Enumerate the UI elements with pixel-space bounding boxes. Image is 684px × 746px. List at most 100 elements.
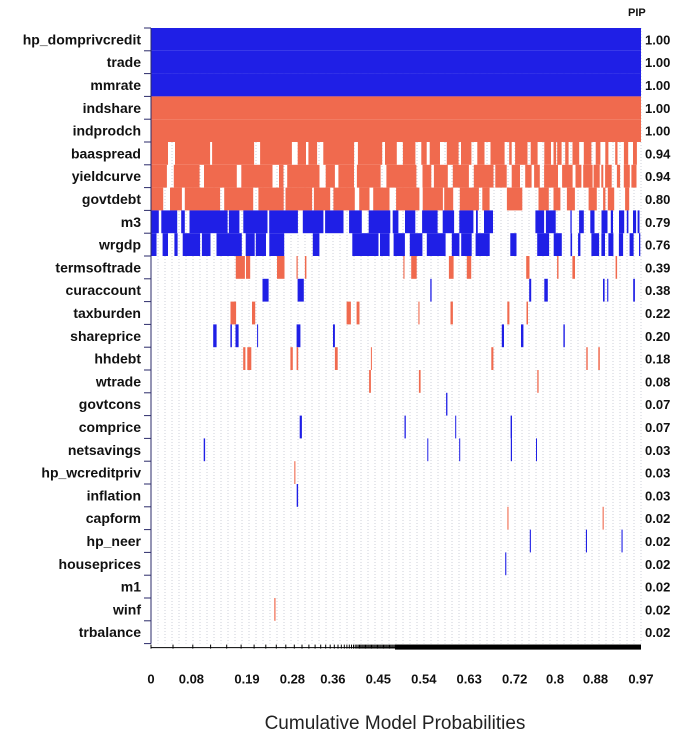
inclusion-segment (475, 233, 490, 256)
variable-label-indshare: indshare (83, 100, 142, 116)
inclusion-segment (515, 142, 528, 165)
inclusion-segment (418, 301, 420, 325)
inclusion-segment (349, 210, 362, 234)
inclusion-segment (629, 233, 634, 256)
inclusion-segment (610, 210, 613, 234)
inclusion-segment (607, 187, 615, 211)
inclusion-row-m3 (151, 210, 640, 234)
inclusion-segment (333, 324, 335, 348)
inclusion-row-curaccount (262, 278, 635, 302)
inclusion-segment (213, 324, 217, 348)
inclusion-bands (151, 28, 641, 621)
inclusion-segment (274, 598, 276, 621)
inclusion-segment (603, 187, 606, 211)
pip-value-yieldcurve: 0.94 (645, 169, 671, 184)
inclusion-row-mmrate (151, 73, 641, 97)
pip-header: PIP (628, 7, 646, 19)
variable-label-baaspread: baaspread (71, 145, 141, 161)
inclusion-segment (255, 233, 266, 256)
inclusion-segment (590, 210, 595, 234)
inclusion-segment (482, 187, 490, 211)
x-axis-title: Cumulative Model Probabilities (265, 713, 526, 734)
inclusion-segment (473, 164, 494, 188)
inclusion-band (151, 73, 641, 97)
variable-label-m3: m3 (121, 214, 141, 230)
inclusion-segment (380, 233, 390, 256)
inclusion-segment (294, 461, 296, 484)
inclusion-row-wtrade (369, 370, 539, 393)
inclusion-segment (525, 164, 532, 188)
variable-label-wtrade: wtrade (95, 373, 141, 389)
variable-label-hhdebt: hhdebt (94, 351, 141, 367)
inclusion-segment (535, 210, 545, 234)
inclusion-segment (544, 278, 548, 302)
inclusion-segment (448, 256, 454, 279)
inclusion-segment (386, 164, 417, 188)
inclusion-row-shareprice (213, 324, 565, 348)
inclusion-segment (529, 529, 531, 553)
x-tick-label: 0 (147, 672, 154, 687)
inclusion-segment (442, 210, 455, 234)
inclusion-segment (429, 142, 440, 165)
pip-value-termsoftrade: 0.39 (645, 260, 670, 275)
inclusion-segment (608, 233, 614, 256)
inclusion-segment (277, 256, 285, 279)
inclusion-segment (565, 142, 569, 165)
inclusion-row-trade (151, 50, 641, 74)
pip-value-curaccount: 0.38 (645, 283, 670, 298)
inclusion-segment (572, 256, 575, 279)
inclusion-segment (245, 233, 255, 256)
inclusion-segment (603, 278, 605, 302)
inclusion-segment (260, 142, 292, 165)
variable-label-indprodch: indprodch (73, 123, 141, 139)
inclusion-segment (151, 233, 157, 256)
inclusion-segment (368, 210, 391, 234)
inclusion-segment (595, 142, 601, 165)
inclusion-segment (269, 233, 285, 256)
inclusion-segment (313, 187, 331, 211)
inclusion-segment (241, 164, 273, 188)
inclusion-segment (334, 347, 338, 370)
inclusion-segment (352, 233, 379, 256)
inclusion-row-wrgdp (151, 233, 641, 256)
inclusion-segment (511, 164, 520, 188)
inclusion-segment (385, 142, 397, 165)
inclusion-segment (557, 256, 559, 279)
inclusion-segment (510, 438, 512, 462)
inclusion-segment (279, 164, 284, 188)
inclusion-segment (615, 142, 618, 165)
inclusion-segment (161, 210, 178, 234)
inclusion-segment (623, 164, 630, 188)
inclusion-segment (484, 210, 493, 234)
inclusion-segment (409, 233, 423, 256)
inclusion-segment (269, 210, 298, 234)
inclusion-row-hp_domprivcredit (151, 28, 641, 51)
inclusion-segment (507, 301, 510, 325)
inclusion-segment (421, 142, 427, 165)
x-tick-label: 0.54 (411, 672, 437, 687)
variable-label-govtdebt: govtdebt (82, 191, 141, 207)
inclusion-row-yieldcurve (151, 164, 637, 188)
inclusion-segment (633, 210, 637, 234)
inclusion-row-hp_neer (529, 529, 623, 553)
x-tick-label: 0.28 (280, 672, 305, 687)
inclusion-segment (357, 142, 383, 165)
inclusion-segment (459, 187, 479, 211)
inclusion-segment (507, 506, 509, 530)
pip-value-m3: 0.79 (645, 215, 670, 230)
inclusion-segment (526, 256, 530, 279)
inclusion-segment (601, 233, 605, 256)
pip-value-baaspread: 0.94 (645, 146, 671, 161)
inclusion-segment (230, 324, 232, 348)
inclusion-segment (521, 324, 524, 348)
inclusion-segment (304, 256, 307, 279)
inclusion-segment (182, 233, 201, 256)
pip-value-trade: 1.00 (645, 55, 670, 70)
variable-label-hp_wcreditpriv: hp_wcreditpriv (41, 465, 141, 481)
variable-label-govtcons: govtcons (79, 396, 141, 412)
x-axis-dense-ticks (395, 644, 641, 650)
inclusion-segment (578, 233, 581, 256)
axis-layer (144, 27, 641, 650)
inclusion-segment (356, 301, 360, 325)
x-tick-label: 0.88 (583, 672, 608, 687)
